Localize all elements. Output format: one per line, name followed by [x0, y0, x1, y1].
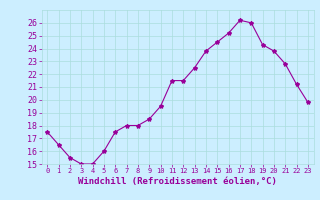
X-axis label: Windchill (Refroidissement éolien,°C): Windchill (Refroidissement éolien,°C) — [78, 177, 277, 186]
